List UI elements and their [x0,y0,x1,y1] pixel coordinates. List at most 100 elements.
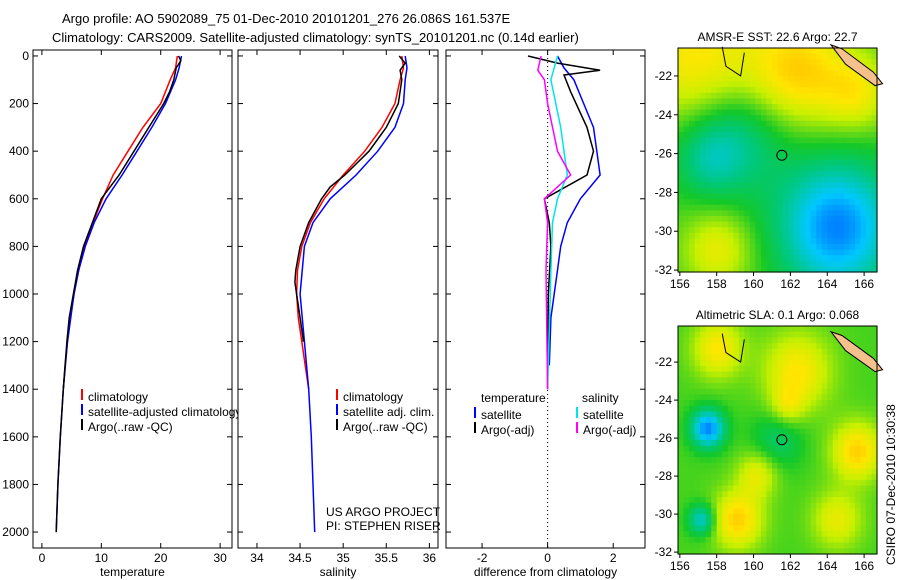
map-cell [854,244,862,251]
map-cell [871,98,878,105]
map-cell [749,64,756,71]
map-cell [716,377,723,384]
map-cell [871,536,878,544]
map-cell [777,249,784,256]
map-cell [777,188,784,195]
map-cell [777,109,784,116]
map-cell [821,428,828,435]
map-cell [749,531,756,538]
map-cell [722,176,729,183]
map-cell [794,204,801,211]
map-cell [777,232,784,239]
map-cell [871,143,878,150]
map-cell [755,204,762,211]
map-cell [711,126,718,133]
map-cell [755,519,762,527]
map-cell [799,221,806,228]
map-cell [716,365,723,373]
map-cell [854,238,862,245]
map-cell [777,115,784,122]
map-cell [733,216,740,223]
map-cell [849,182,856,189]
map-cell [749,525,756,532]
map-cell [689,137,696,144]
x-axis-label: salinity [320,565,357,579]
map-cell [821,445,828,452]
map-cell [832,468,839,475]
map-cell [694,405,701,413]
map-cell [783,255,790,262]
y-tick-label: -26 [655,147,673,161]
map-cell [738,434,745,441]
map-cell [683,394,690,401]
map-cell [771,405,779,413]
map-cell [838,227,845,234]
map-cell [832,343,839,350]
map-cell [843,216,850,223]
map-cell [816,104,823,111]
map-cell [838,508,845,515]
map-cell [683,440,690,447]
map-cell [755,400,762,407]
map-cell [788,468,795,475]
map-cell [832,348,839,356]
map-cell [700,365,707,373]
map-cell [760,405,768,413]
map-cell [854,394,862,401]
map-cell [755,445,762,452]
map-cell [760,109,768,116]
map-cell [722,411,729,418]
map-cell [722,388,729,395]
map-cell [865,81,873,88]
map-cell [794,491,801,498]
map-cell [727,109,734,116]
map-cell [832,337,839,344]
map-cell [678,137,685,144]
map-cell [760,154,768,161]
map-cell [827,176,834,183]
map-cell [783,462,790,470]
map-cell [871,221,878,228]
map-cell [805,394,812,401]
map-cell [865,104,873,111]
map-cell [783,457,790,464]
series-line-temperature-satellite [548,55,601,366]
map-cell [705,491,712,498]
map-cell [854,326,862,333]
map-cell [760,76,768,83]
map-cell [689,64,696,71]
map-cell [860,417,867,424]
map-cell [689,508,696,515]
map-cell [788,337,795,344]
map-cell [838,497,845,504]
map-cell [865,462,873,470]
map-cell [849,48,856,55]
map-cell [733,360,740,367]
map-cell [871,48,878,55]
map-cell [816,451,823,458]
map-cell [821,210,828,217]
map-cell [727,422,734,430]
map-cell [755,238,762,245]
map-cell [705,109,712,116]
map-cell [849,238,856,245]
map-cell [810,400,817,407]
map-cell [788,348,795,356]
map-cell [683,417,690,424]
map-cell [744,383,751,390]
map-cell [755,81,762,88]
map-cell [711,109,718,116]
map-cell [705,227,712,234]
x-tick-label: 160 [744,559,764,573]
map-cell [689,422,696,430]
map-cell [821,204,828,211]
map-cell [849,255,856,262]
map-cell [771,92,779,99]
map-cell [832,266,839,273]
map-cell [689,176,696,183]
map-cell [854,457,862,464]
map-cell [854,221,862,228]
map-cell [711,354,718,361]
map-cell [871,210,878,217]
map-cell [783,394,790,401]
